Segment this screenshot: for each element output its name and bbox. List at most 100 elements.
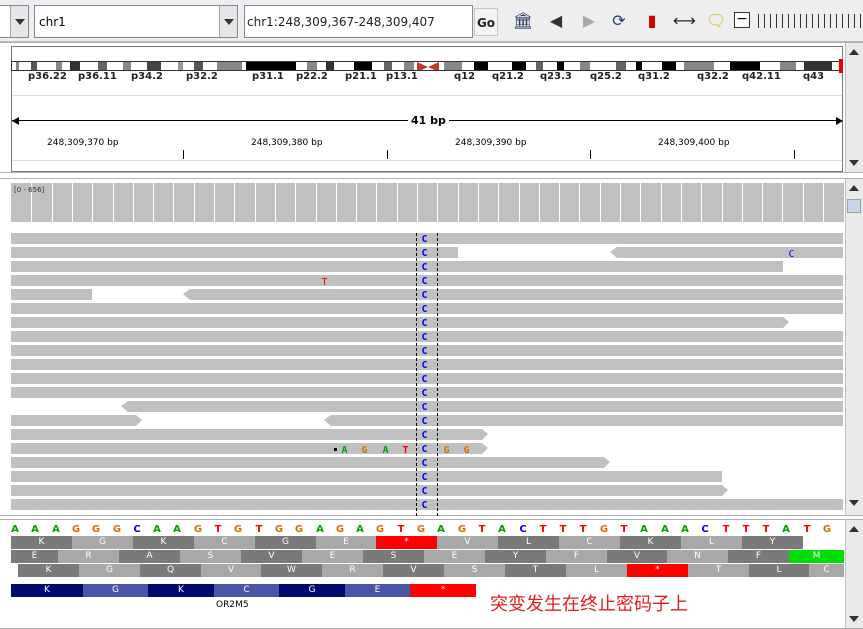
amino-acid: G	[72, 536, 133, 549]
scroll-up-icon[interactable]	[849, 49, 859, 55]
arrow-right-icon	[836, 117, 843, 125]
genome-dropdown[interactable]	[0, 5, 29, 38]
roi-icon[interactable]: ▮	[647, 11, 657, 30]
sequence-base: A	[316, 524, 324, 535]
sequence-base: G	[71, 524, 81, 535]
sequence-base: G	[599, 524, 609, 535]
ruler-tick	[387, 150, 388, 159]
amino-acid: V	[383, 564, 444, 577]
ideogram-current-region	[839, 59, 843, 73]
read-direction-icon	[783, 317, 789, 328]
gene-codon: G	[83, 584, 148, 597]
sequence-base: T	[620, 524, 628, 535]
sequence-base: G	[274, 524, 284, 535]
coverage-divider	[620, 183, 621, 222]
gene-codon: G	[279, 584, 345, 597]
sequence-base: T	[803, 524, 811, 535]
locus-input[interactable]: chr1:248,309,367-248,309,407	[244, 5, 473, 38]
coverage-divider	[498, 183, 499, 222]
coverage-divider	[113, 183, 114, 222]
aligned-read[interactable]	[11, 443, 482, 454]
scroll-down-icon[interactable]	[849, 160, 859, 166]
aligned-read[interactable]	[11, 303, 843, 314]
aligned-read[interactable]	[11, 471, 722, 482]
scroll-up-icon[interactable]	[849, 185, 859, 191]
sequence-base: T	[214, 524, 222, 535]
sequence-base: G	[335, 524, 345, 535]
aligned-read[interactable]	[11, 457, 604, 468]
mismatch-base: T	[321, 277, 328, 288]
band-label: p21.1	[345, 71, 377, 82]
aligned-read[interactable]	[617, 247, 843, 258]
aligned-read[interactable]	[11, 247, 458, 258]
scroll-down-icon[interactable]	[849, 500, 859, 506]
coverage-divider	[803, 183, 804, 222]
aligned-read[interactable]	[11, 317, 783, 328]
aligned-read[interactable]	[11, 359, 843, 370]
chromosome-dropdown[interactable]: chr1	[34, 5, 238, 38]
sequence-base: C	[701, 524, 709, 535]
zoom-out-button[interactable]: −	[734, 12, 750, 28]
aligned-read[interactable]	[11, 485, 722, 496]
sequence-base: T	[742, 524, 750, 535]
amino-acid: Q	[140, 564, 201, 577]
gene-name: OR2M5	[216, 600, 249, 610]
aligned-read[interactable]	[11, 499, 843, 510]
aligned-read[interactable]	[11, 261, 783, 272]
coverage-track[interactable]	[11, 183, 844, 222]
insertion-marker	[334, 448, 337, 451]
read-direction-icon	[121, 401, 128, 412]
feature-scrollbar[interactable]	[845, 520, 863, 628]
variant-base: C	[421, 290, 428, 301]
header-scrollbar[interactable]	[845, 43, 863, 172]
aligned-read[interactable]	[11, 233, 843, 244]
amino-acid: K	[133, 536, 194, 549]
aligned-read[interactable]	[11, 289, 92, 300]
sequence-base: G	[193, 524, 203, 535]
aligned-read[interactable]	[11, 373, 843, 384]
back-icon[interactable]: ◀	[549, 11, 563, 30]
resize-icon[interactable]: ⟷	[673, 11, 696, 30]
band-label: p22.2	[296, 71, 328, 82]
aligned-read[interactable]	[128, 401, 843, 412]
aligned-read[interactable]	[331, 415, 843, 426]
refresh-icon[interactable]: ⟳	[612, 11, 626, 30]
variant-base: C	[421, 304, 428, 315]
popup-info-icon[interactable]: 🗨	[705, 11, 727, 30]
coverage-divider	[72, 183, 73, 222]
coverage-divider	[133, 183, 134, 222]
mismatch-base: G	[443, 445, 450, 456]
amino-acid: V	[201, 564, 261, 577]
amino-acid: T	[688, 564, 749, 577]
sequence-base: A	[498, 524, 506, 535]
variant-base: C	[421, 234, 428, 245]
aligned-read[interactable]	[11, 275, 843, 286]
aligned-read[interactable]	[11, 345, 843, 356]
sequence-base: A	[52, 524, 60, 535]
mismatch-base: A	[382, 445, 389, 456]
band-label: p36.22	[28, 71, 67, 82]
sequence-base: A	[437, 524, 445, 535]
variant-base: C	[421, 388, 428, 399]
scroll-down-icon[interactable]	[849, 616, 859, 622]
band-label: q23.3	[540, 71, 572, 82]
scroll-thumb[interactable]	[847, 199, 861, 213]
home-icon[interactable]: 🏛	[512, 11, 534, 30]
forward-icon[interactable]: ▶	[582, 11, 596, 30]
aligned-read[interactable]	[11, 415, 136, 426]
aligned-read[interactable]	[11, 387, 843, 398]
scroll-up-icon[interactable]	[849, 526, 859, 532]
coverage-divider	[255, 183, 256, 222]
zoom-slider[interactable]	[758, 14, 863, 28]
band-label: q31.2	[638, 71, 670, 82]
header-panel	[0, 42, 863, 173]
sequence-base: A	[356, 524, 364, 535]
data-scrollbar[interactable]	[845, 179, 863, 515]
go-button[interactable]: Go	[474, 8, 498, 36]
coverage-divider	[681, 183, 682, 222]
aligned-read[interactable]	[11, 429, 482, 440]
aligned-read[interactable]	[190, 289, 843, 300]
chromosome-ideogram[interactable]	[11, 61, 843, 71]
aligned-read[interactable]	[11, 331, 843, 342]
sequence-base: G	[112, 524, 122, 535]
